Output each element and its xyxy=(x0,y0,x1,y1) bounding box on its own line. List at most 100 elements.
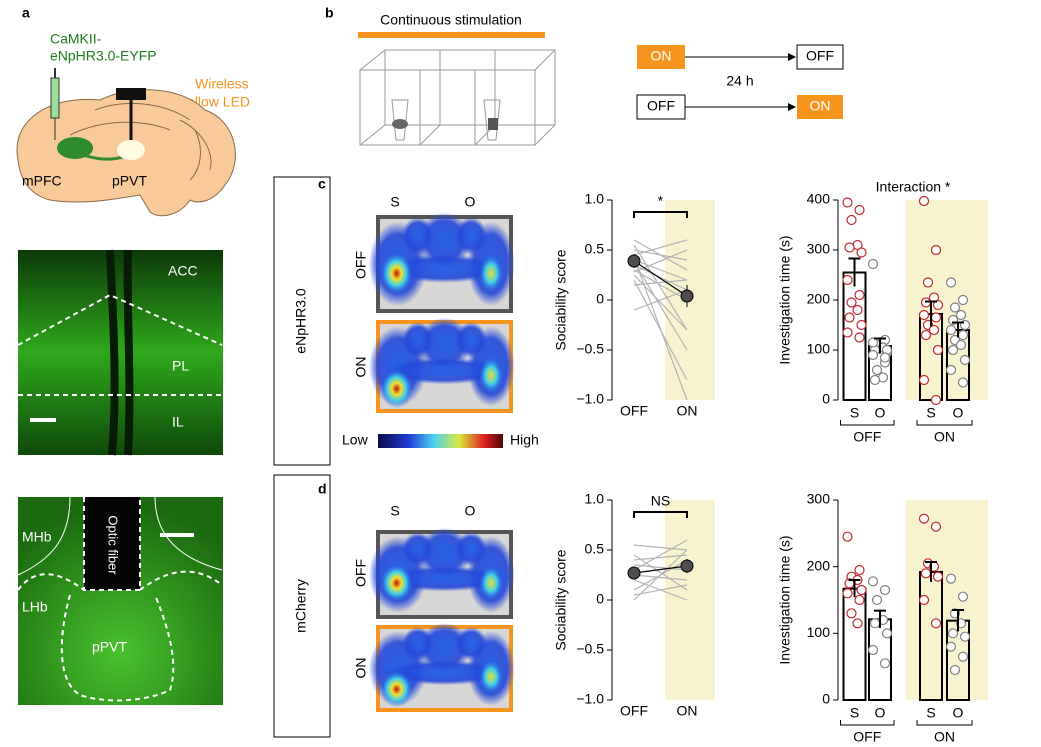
heatmap-blob xyxy=(384,660,505,686)
region-label: PL xyxy=(172,358,189,374)
data-point xyxy=(842,531,853,542)
heatmap-blob xyxy=(455,532,488,566)
arrow-head xyxy=(788,53,796,61)
group-bracket xyxy=(916,720,973,726)
x-tick-label: S xyxy=(850,405,859,421)
data-point xyxy=(932,571,944,582)
y-tick-label: −1.0 xyxy=(576,691,604,707)
region-label: mPFC xyxy=(22,173,62,189)
data-point xyxy=(844,242,855,253)
group-label: ON xyxy=(934,429,955,445)
condition-label: OFF xyxy=(353,559,369,587)
y-tick-label: 400 xyxy=(807,191,831,207)
led-label: Wireless xyxy=(195,76,249,92)
heatmap-blob xyxy=(384,254,505,283)
data-point xyxy=(945,277,957,288)
data-point xyxy=(949,664,961,676)
data-point xyxy=(852,304,863,316)
data-point xyxy=(856,319,867,331)
subject-line xyxy=(633,289,688,311)
data-point xyxy=(854,204,865,216)
subject-line xyxy=(633,264,688,291)
heatmap-hotspot xyxy=(380,670,413,708)
data-point xyxy=(879,352,891,363)
data-point xyxy=(945,364,957,376)
data-point xyxy=(879,584,891,596)
y-tick-label: −0.5 xyxy=(576,641,604,657)
data-point xyxy=(852,618,863,629)
data-point xyxy=(922,277,934,288)
colorbar-label: High xyxy=(510,432,539,448)
syringe xyxy=(50,68,60,140)
data-point xyxy=(945,324,957,336)
y-tick-label: 200 xyxy=(807,291,831,307)
data-point xyxy=(918,513,930,524)
data-point xyxy=(867,644,879,656)
mean-marker xyxy=(680,559,694,573)
group-label: mCherry xyxy=(293,579,309,633)
data-point xyxy=(867,576,879,587)
y-tick-label: 300 xyxy=(807,241,831,257)
subject-line xyxy=(633,554,688,591)
data-point xyxy=(957,294,969,306)
x-tick-label: OFF xyxy=(620,703,648,719)
data-point xyxy=(846,297,857,308)
subject-line xyxy=(633,279,688,286)
off-box xyxy=(636,94,686,120)
data-point xyxy=(918,594,930,606)
y-axis-label: Investigation time (s) xyxy=(777,235,793,364)
group-box xyxy=(273,474,331,738)
object xyxy=(488,118,498,130)
panel-label: c xyxy=(318,176,326,192)
data-point xyxy=(957,377,969,388)
midline xyxy=(106,249,134,456)
arrow-head xyxy=(788,103,796,111)
group-bracket xyxy=(840,420,895,426)
x-tick-label: OFF xyxy=(620,403,648,419)
group-label: eNpHR3.0 xyxy=(293,288,309,354)
region-label: LHb xyxy=(22,599,48,615)
subject-line xyxy=(633,584,688,596)
subject-line xyxy=(633,279,688,381)
heatmap-blob xyxy=(455,217,488,255)
x-tick-label: O xyxy=(953,705,964,721)
y-tick-label: 0 xyxy=(822,691,830,707)
y-tick-label: 100 xyxy=(807,341,831,357)
heatmap-hotspot xyxy=(479,660,504,694)
x-tick-label: S xyxy=(850,705,859,721)
y-tick-label: 0.5 xyxy=(585,241,605,257)
mean-line xyxy=(633,565,688,574)
mean-line xyxy=(633,260,688,297)
group-label: ON xyxy=(934,729,955,745)
panel-label: b xyxy=(325,5,334,21)
data-point xyxy=(869,618,881,629)
mean-marker xyxy=(680,289,694,303)
x-tick-label: ON xyxy=(677,703,698,719)
heatmap-blob xyxy=(401,217,434,255)
data-point xyxy=(957,329,969,341)
subject-line xyxy=(633,564,688,571)
heatmap-blob xyxy=(401,322,434,358)
data-point xyxy=(932,344,944,356)
group-bracket xyxy=(916,420,973,426)
heatmap-blob xyxy=(455,322,488,358)
heatmap-hotspot xyxy=(380,564,413,602)
habenula-boundary xyxy=(17,570,223,591)
group-bracket xyxy=(840,720,895,726)
mean-marker xyxy=(627,254,641,268)
data-point xyxy=(918,195,930,207)
significance-bracket xyxy=(633,511,688,518)
arena-label: S xyxy=(390,194,399,210)
data-point xyxy=(930,312,942,323)
habenula-boundary xyxy=(17,496,223,576)
data-point xyxy=(842,327,853,338)
subject-line xyxy=(633,249,688,261)
data-point xyxy=(846,214,857,226)
stimulation-bar xyxy=(358,32,545,38)
subject-line xyxy=(633,539,688,571)
data-point xyxy=(930,394,942,406)
data-point xyxy=(957,651,969,662)
arena-label: O xyxy=(465,503,476,519)
